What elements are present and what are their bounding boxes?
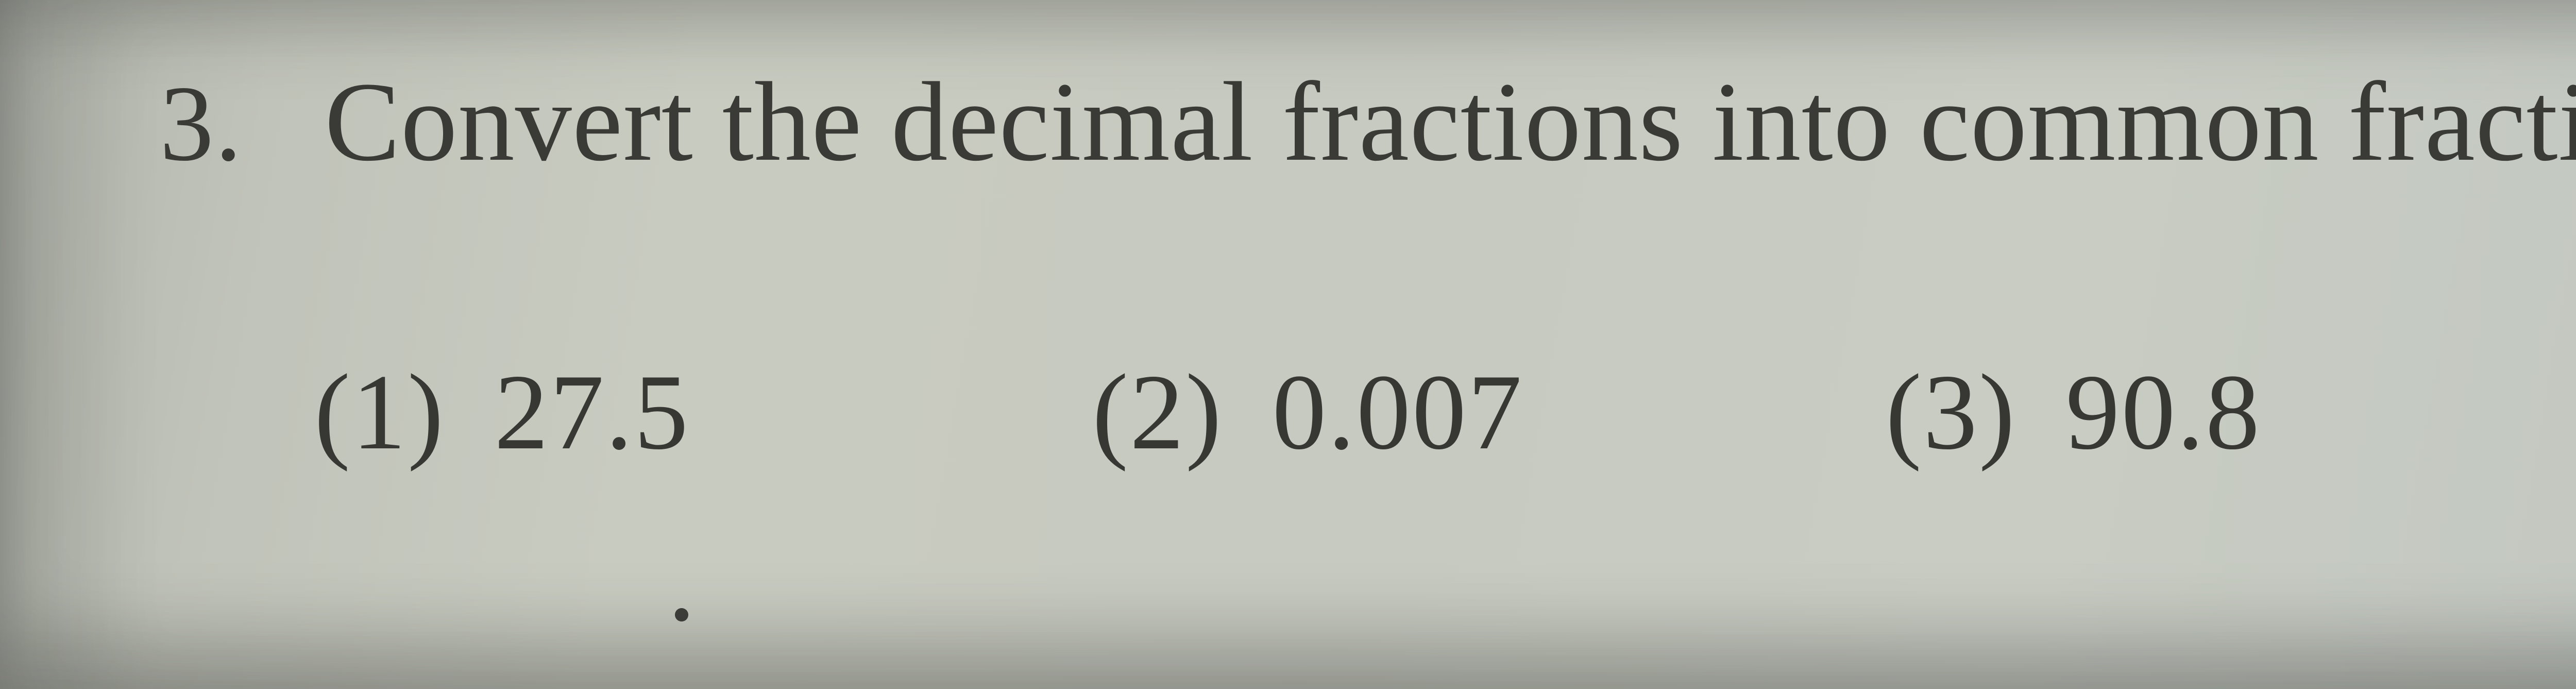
stray-dot-icon	[675, 608, 688, 621]
worksheet-page: 3. Convert the decimal fractions into co…	[0, 0, 2576, 689]
option-3-value: 90.8	[2065, 352, 2261, 472]
option-1-label: (1)	[314, 352, 445, 472]
question-number: 3.	[160, 62, 243, 186]
option-1: (1) 27.5	[314, 350, 690, 475]
question-text: Convert the decimal fractions into commo…	[325, 57, 2576, 187]
option-1-value: 27.5	[494, 352, 690, 472]
option-2-value: 0.007	[1272, 352, 1523, 472]
option-2: (2) 0.007	[1092, 350, 1523, 475]
option-3: (3) 90.8	[1886, 350, 2261, 475]
option-2-label: (2)	[1092, 352, 1223, 472]
option-3-label: (3)	[1886, 352, 2016, 472]
